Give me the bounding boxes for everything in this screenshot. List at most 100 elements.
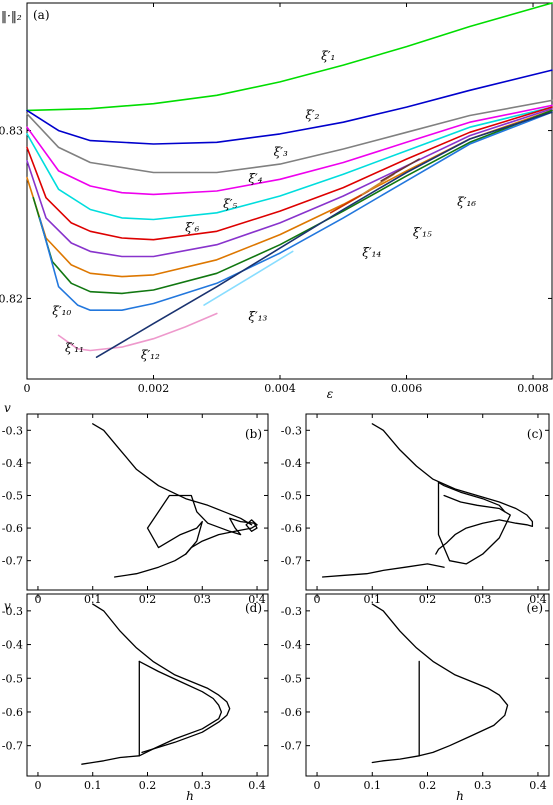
y-tick-label: -0.5 xyxy=(281,672,302,685)
x-tick-label: 0.008 xyxy=(517,382,549,395)
series-line-1 xyxy=(92,603,231,754)
series-line-4 xyxy=(321,563,445,578)
x-tick-label: 0.3 xyxy=(474,779,492,792)
x-tick-label: 0.4 xyxy=(248,779,266,792)
series-line-8 xyxy=(26,109,553,278)
panel-letter: (d) xyxy=(245,601,262,615)
x-tick-label: 0 xyxy=(34,779,41,792)
x-tick-label: 0.002 xyxy=(138,382,170,395)
plot-frame xyxy=(26,413,269,591)
series-line-2 xyxy=(26,69,553,145)
y-tick-label: -0.6 xyxy=(281,522,302,535)
series-label: ξ′₁ xyxy=(321,49,335,63)
x-tick-label: 0.4 xyxy=(529,779,547,792)
series-line-6 xyxy=(26,106,553,241)
x-tick-label: 0.3 xyxy=(474,593,492,606)
x-tick-label: 0.4 xyxy=(248,593,266,606)
series-label: ξ′₁₂ xyxy=(141,348,160,362)
panel-letter: (c) xyxy=(527,427,543,441)
x-tick-label: 0.1 xyxy=(364,779,382,792)
y-tick-label: -0.6 xyxy=(2,706,23,719)
x-tick-label: 0.3 xyxy=(194,593,212,606)
series-line-3 xyxy=(26,99,553,174)
y-tick-label: -0.3 xyxy=(2,605,23,618)
chart-panel-a: 0 0.002 0.004 0.006 0.008 0.82 0.83 (a) ε ‖·‖₂ ξ′₁… xyxy=(0,2,553,401)
series-label: ξ′₂ xyxy=(305,108,319,122)
y-tick-label: -0.5 xyxy=(2,489,23,502)
y-axis-label: v xyxy=(4,401,11,415)
y-tick-label: -0.7 xyxy=(2,555,23,568)
series-line-16 xyxy=(380,158,421,182)
series-label: ξ′₁₅ xyxy=(413,225,432,239)
chart-panel-b: 0 0.1 0.2 0.3 0.4 -0.3 -0.4 -0.5 -0.6 -0.7 (b) v xyxy=(2,401,269,606)
series-label: ξ′₁₆ xyxy=(457,195,476,209)
x-tick-label: 0.1 xyxy=(84,593,102,606)
series-line-3 xyxy=(185,524,258,555)
x-tick-label: 0.006 xyxy=(391,382,423,395)
y-tick-label: 0.82 xyxy=(0,292,23,305)
series-line-4 xyxy=(113,553,187,578)
x-tick-label: 0 xyxy=(314,779,321,792)
series-label: ξ′₄ xyxy=(248,172,262,186)
series-label: ξ′₁₃ xyxy=(248,309,267,323)
x-axis-label: h xyxy=(186,789,194,803)
x-axis-label: ε xyxy=(327,387,333,401)
series-line-3 xyxy=(437,481,511,565)
series-line-3 xyxy=(138,660,223,757)
y-tick-label: -0.3 xyxy=(2,424,23,437)
series-line-4 xyxy=(81,755,140,765)
y-tick-label: -0.4 xyxy=(2,639,23,652)
series-line-5 xyxy=(26,106,553,221)
x-tick-label: 0 xyxy=(24,382,31,395)
plot-frame xyxy=(305,593,550,777)
series-line-10 xyxy=(38,111,553,312)
y-tick-label: -0.7 xyxy=(2,740,23,753)
series-line-12 xyxy=(95,111,553,359)
series-label: ξ′₁₁ xyxy=(65,341,84,355)
x-tick-label: 0.004 xyxy=(264,382,296,395)
series-label: ξ′₃ xyxy=(274,145,288,159)
panel-letter: (e) xyxy=(527,601,543,615)
series-line-4 xyxy=(26,104,553,196)
y-tick-label: 0.83 xyxy=(0,125,23,138)
y-tick-label: -0.6 xyxy=(2,522,23,535)
series-label: ξ′₁₄ xyxy=(362,245,381,259)
y-tick-label: -0.4 xyxy=(281,639,302,652)
series-label: ξ′₁₀ xyxy=(52,304,71,318)
x-tick-label: 0.2 xyxy=(419,779,437,792)
x-tick-label: 0.1 xyxy=(364,593,382,606)
series-line-1 xyxy=(92,423,253,526)
x-tick-label: 0.3 xyxy=(194,779,212,792)
series-line-1 xyxy=(371,423,534,555)
y-tick-label: -0.7 xyxy=(281,555,302,568)
panel-letter: (a) xyxy=(33,8,50,22)
y-tick-label: -0.4 xyxy=(281,457,302,470)
x-tick-label: 0.2 xyxy=(419,593,437,606)
y-axis-label: v xyxy=(4,599,11,613)
series-line-3 xyxy=(371,755,420,764)
y-tick-label: -0.5 xyxy=(2,672,23,685)
series-line-2 xyxy=(437,481,506,513)
series-label: ξ′₅ xyxy=(223,197,237,211)
series-line-9 xyxy=(32,109,553,295)
plot-frame xyxy=(26,593,269,777)
series-line-13 xyxy=(203,250,294,306)
plot-frame xyxy=(26,2,553,380)
series-line-2 xyxy=(146,494,258,555)
series-line-1 xyxy=(26,2,553,112)
y-axis-label: ‖·‖₂ xyxy=(1,9,22,23)
x-tick-label: 0.2 xyxy=(139,779,157,792)
y-tick-label: -0.3 xyxy=(281,424,302,437)
series-line-11 xyxy=(57,312,218,352)
x-tick-label: 0 xyxy=(34,593,41,606)
x-tick-label: 0.2 xyxy=(139,593,157,606)
series-line-1 xyxy=(371,603,509,757)
y-tick-label: -0.6 xyxy=(281,706,302,719)
y-tick-label: -0.7 xyxy=(281,740,302,753)
panel-letter: (b) xyxy=(245,427,262,441)
y-tick-label: -0.3 xyxy=(281,605,302,618)
x-tick-label: 0.4 xyxy=(529,593,547,606)
chart-panel-e: 0 0.1 0.2 0.3 0.4 -0.3 -0.4 -0.5 -0.6 -0.7 (e) h xyxy=(281,593,550,803)
x-tick-label: 0 xyxy=(314,593,321,606)
